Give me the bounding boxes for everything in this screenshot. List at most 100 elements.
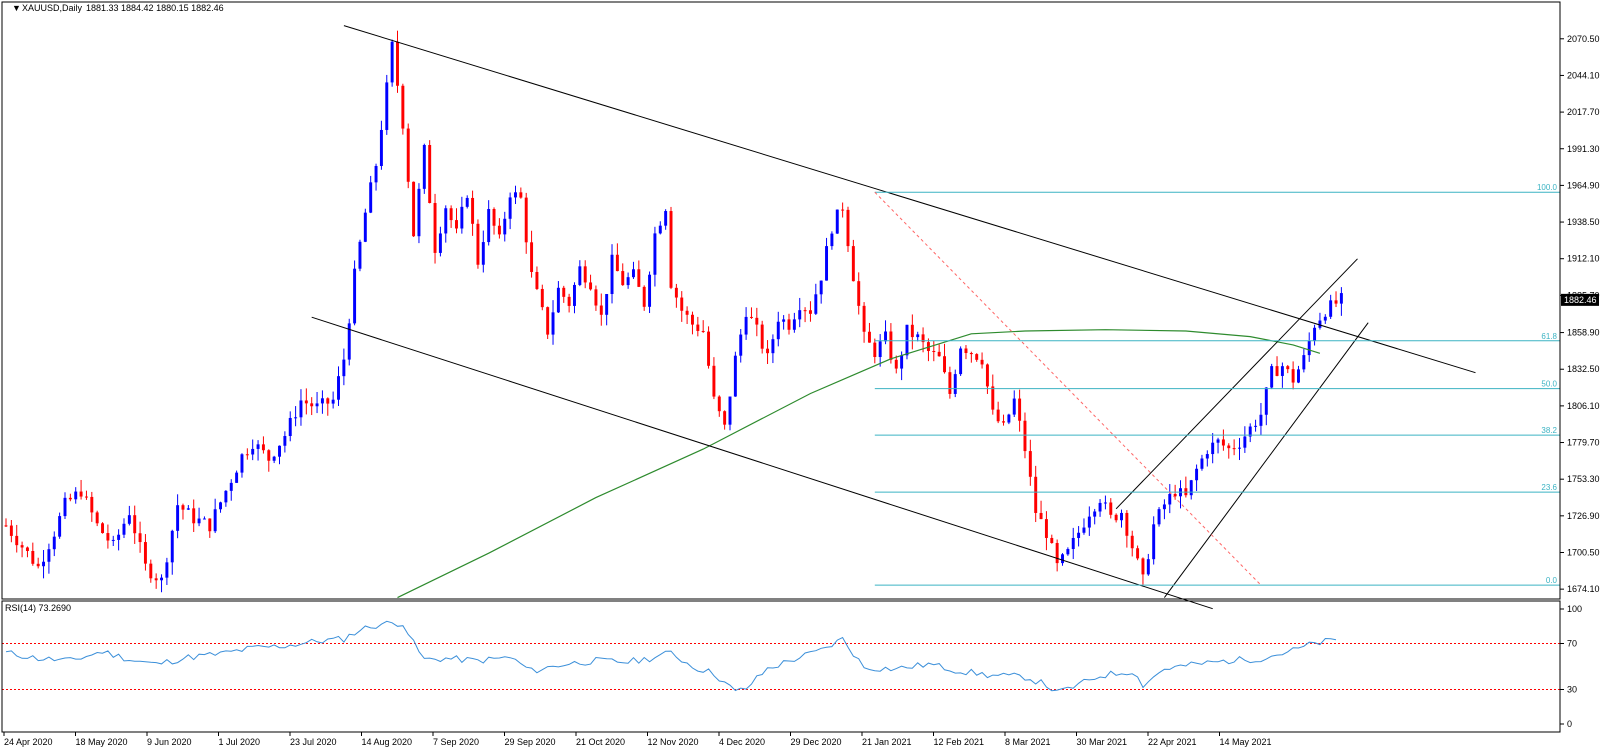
rsi-line	[5, 620, 1337, 692]
candle-body	[1023, 420, 1027, 452]
candle-body	[1238, 447, 1241, 449]
candle-body	[1044, 519, 1048, 538]
candle-body	[996, 409, 1000, 422]
candle-body	[52, 536, 56, 550]
candle-body	[176, 505, 180, 531]
candle-body	[1168, 493, 1172, 505]
candle-body	[181, 505, 185, 510]
fib-trend-line	[874, 191, 1262, 586]
candle-body	[465, 197, 469, 207]
candle-body	[106, 533, 110, 541]
candle-body	[1286, 366, 1290, 370]
time-tick-label: 1 Jul 2020	[219, 737, 261, 747]
time-tick-label: 30 Mar 2021	[1077, 737, 1128, 747]
collapse-triangle-icon[interactable]: ▼	[12, 3, 21, 13]
candle-body	[540, 288, 544, 308]
candle-body	[240, 454, 244, 473]
candle-body	[422, 144, 426, 189]
descending-channel-upper-line	[343, 25, 1476, 374]
main-chart-area[interactable]: 100.0 61.8 50.0 38.2 23.6 0.0	[4, 25, 1560, 610]
candle-body	[867, 331, 871, 343]
candle-body	[959, 348, 963, 375]
candle-body	[803, 310, 807, 312]
rsi-tick-label: 70	[1567, 639, 1577, 649]
candle-body	[1205, 454, 1209, 459]
candle-body	[165, 562, 169, 578]
price-tick-label: 1726.90	[1567, 511, 1600, 521]
price-tick-label: 1964.90	[1567, 180, 1600, 190]
candle-body	[304, 400, 308, 404]
time-tick-label: 8 Mar 2021	[1005, 737, 1051, 747]
candle-body	[637, 269, 641, 287]
price-tick-label: 1991.30	[1567, 144, 1600, 154]
candle-body	[406, 128, 410, 182]
candle-body	[58, 516, 62, 537]
candle-body	[347, 323, 351, 360]
candle-body	[1141, 558, 1145, 575]
time-tick-label: 7 Sep 2020	[433, 737, 479, 747]
rsi-tick-label: 0	[1567, 719, 1572, 729]
candle-body	[937, 351, 941, 357]
candle-body	[438, 233, 442, 253]
candle-body	[900, 355, 904, 369]
candle-body	[1050, 537, 1054, 543]
candle-body	[476, 223, 480, 265]
candle-body	[1039, 512, 1043, 520]
candle-body	[610, 254, 614, 295]
candle-body	[1028, 451, 1032, 477]
candle-body	[760, 324, 764, 349]
candle-body	[680, 297, 684, 311]
time-tick-label: 21 Jan 2021	[862, 737, 912, 747]
candle-body	[717, 396, 721, 412]
candle-body	[921, 334, 925, 343]
candle-body	[530, 242, 534, 272]
candle-body	[782, 319, 786, 322]
candle-body	[1216, 439, 1220, 443]
candle-body	[1136, 548, 1140, 559]
fib-level-label: 100.0	[1537, 183, 1558, 192]
candle-body	[1318, 320, 1322, 328]
rising-channel-lower-line	[1163, 322, 1369, 598]
candle-body	[363, 212, 367, 242]
candle-body	[449, 208, 453, 221]
candle-body	[133, 515, 137, 534]
fib-level-label: 38.2	[1541, 426, 1557, 435]
price-tick-label: 1779.70	[1567, 438, 1600, 448]
candle-body	[396, 41, 399, 86]
rsi-panel[interactable]	[2, 620, 1560, 692]
candle-body	[1270, 366, 1274, 388]
candle-body	[905, 324, 909, 356]
rsi-label: RSI(14) 73.2690	[5, 603, 71, 613]
time-tick-label: 14 May 2021	[1220, 737, 1272, 747]
time-tick-label: 22 Apr 2021	[1148, 737, 1197, 747]
candle-body	[766, 348, 770, 354]
candle-body	[1339, 293, 1343, 304]
candle-body	[1071, 537, 1075, 550]
candle-body	[792, 319, 796, 330]
candle-body	[556, 287, 560, 313]
candle-body	[143, 542, 147, 564]
candle-body	[825, 246, 829, 281]
candle-body	[1227, 445, 1231, 449]
candle-body	[567, 296, 571, 306]
candle-body	[224, 490, 228, 503]
candle-body	[337, 376, 340, 400]
candle-body	[889, 331, 893, 360]
candle-body	[299, 400, 303, 418]
candle-body	[154, 578, 158, 581]
candle-body	[884, 331, 888, 342]
candle-body	[562, 287, 566, 297]
candle-body	[1259, 414, 1263, 426]
candle-body	[594, 289, 598, 306]
candle-body	[524, 197, 528, 243]
candle-body	[943, 356, 946, 373]
candle-body	[857, 281, 861, 306]
candle-body	[985, 364, 989, 387]
fib-level-label: 50.0	[1541, 380, 1557, 389]
candle-body	[733, 355, 737, 397]
candle-body	[1291, 369, 1295, 383]
candle-body	[910, 324, 914, 338]
candle-body	[15, 535, 19, 546]
